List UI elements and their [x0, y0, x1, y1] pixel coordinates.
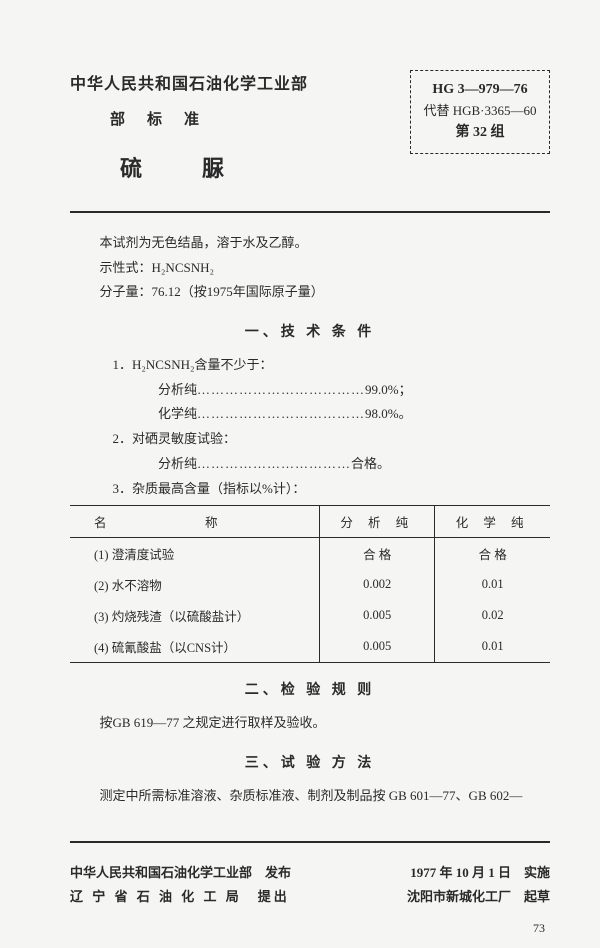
- footer-l1: 中华人民共和国石油化学工业部 发布: [70, 861, 291, 884]
- cell-b: 0.02: [435, 600, 550, 631]
- dots: ……………………………: [197, 456, 351, 471]
- standard-code-box: HG 3—979—76 代替 HGB·3365—60 第 32 组: [410, 70, 550, 154]
- dots: ………………………………: [197, 382, 365, 397]
- footer-row1: 中华人民共和国石油化学工业部 发布 1977 年 10 月 1 日 实施: [70, 861, 550, 884]
- spec-item1a: 分析纯………………………………99.0%；: [158, 378, 550, 403]
- table-body: (1) 澄清度试验 合 格 合 格 (2) 水不溶物 0.002 0.01 (3…: [70, 538, 550, 663]
- formula: H₂NCSNH₂: [152, 260, 215, 275]
- group-number: 第 32 组: [421, 122, 539, 144]
- section1-title: 一、技 术 条 件: [70, 321, 550, 341]
- value: 99.0%；: [365, 382, 412, 397]
- dots: ………………………………: [197, 406, 365, 421]
- spec-item3: 3．杂质最高含量（指标以%计）：: [113, 477, 551, 502]
- spec-item2a: 分析纯……………………………合格。: [158, 452, 550, 477]
- header: 中华人民共和国石油化学工业部 部标准 硫脲 HG 3—979—76 代替 HGB…: [70, 70, 550, 193]
- section2-title: 二、检 验 规 则: [70, 679, 550, 699]
- col-analytical: 分 析 纯: [320, 506, 435, 538]
- col-chemical: 化 学 纯: [435, 506, 550, 538]
- replace-code: 代替 HGB·3365—60: [421, 101, 539, 122]
- cell-b: 0.01: [435, 631, 550, 663]
- footer-r1: 1977 年 10 月 1 日 实施: [410, 861, 550, 884]
- spec-item2: 2．对硒灵敏度试验：: [113, 427, 551, 452]
- spec-item1: 1．H₂NCSNH₂含量不少于：: [113, 353, 551, 378]
- intro-line1: 本试剂为无色结晶，溶于水及乙醇。: [80, 231, 550, 256]
- intro-line3: 分子量：76.12（按1975年国际原子量）: [80, 280, 550, 305]
- page-number: 73: [533, 921, 545, 936]
- divider: [70, 211, 550, 213]
- label: 分析纯: [158, 382, 197, 397]
- section3-title: 三、试 验 方 法: [70, 752, 550, 772]
- col-name: 名 称: [70, 506, 320, 538]
- cell-a: 0.002: [320, 569, 435, 600]
- label: 化学纯: [158, 406, 197, 421]
- ministry-name: 中华人民共和国石油化学工业部: [70, 70, 410, 94]
- table-row: (4) 硫氰酸盐（以CNS计） 0.005 0.01: [70, 631, 550, 663]
- impurity-table: 名 称 分 析 纯 化 学 纯 (1) 澄清度试验 合 格 合 格 (2) 水不…: [70, 505, 550, 663]
- cell-a: 0.005: [320, 600, 435, 631]
- cell-b: 0.01: [435, 569, 550, 600]
- footer: 中华人民共和国石油化学工业部 发布 1977 年 10 月 1 日 实施 辽 宁…: [70, 823, 550, 908]
- cell-a: 0.005: [320, 631, 435, 663]
- spec-item1b: 化学纯………………………………98.0%。: [158, 402, 550, 427]
- intro-line2-prefix: 示性式：: [100, 260, 152, 275]
- cell-b: 合 格: [435, 538, 550, 570]
- table-row: (1) 澄清度试验 合 格 合 格: [70, 538, 550, 570]
- intro-block: 本试剂为无色结晶，溶于水及乙醇。 示性式：H₂NCSNH₂ 分子量：76.12（…: [80, 231, 550, 305]
- standard-code: HG 3—979—76: [421, 79, 539, 101]
- table-row: (3) 灼烧残渣（以硫酸盐计） 0.005 0.02: [70, 600, 550, 631]
- section2-body: 按GB 619—77 之规定进行取样及验收。: [80, 711, 550, 736]
- cell-name: (3) 灼烧残渣（以硫酸盐计）: [70, 600, 320, 631]
- label: 分析纯: [158, 456, 197, 471]
- section3-text: 测定中所需标准溶液、杂质标准液、制剂及制品按 GB 601—77、GB 602—: [80, 784, 550, 809]
- header-left: 中华人民共和国石油化学工业部 部标准 硫脲: [70, 70, 410, 193]
- cell-name: (1) 澄清度试验: [70, 538, 320, 570]
- section2-text: 按GB 619—77 之规定进行取样及验收。: [80, 711, 550, 736]
- sub-title: 部标准: [110, 108, 410, 129]
- cell-name: (4) 硫氰酸盐（以CNS计）: [70, 631, 320, 663]
- footer-divider: [70, 841, 550, 843]
- main-title: 硫脲: [120, 151, 410, 183]
- section1-body: 1．H₂NCSNH₂含量不少于： 分析纯………………………………99.0%； 化…: [80, 353, 550, 501]
- value: 98.0%。: [365, 406, 412, 421]
- table-row: (2) 水不溶物 0.002 0.01: [70, 569, 550, 600]
- cell-a: 合 格: [320, 538, 435, 570]
- cell-name: (2) 水不溶物: [70, 569, 320, 600]
- intro-line2: 示性式：H₂NCSNH₂: [80, 256, 550, 281]
- footer-r2: 沈阳市新城化工厂 起草: [407, 885, 550, 908]
- section3-body: 测定中所需标准溶液、杂质标准液、制剂及制品按 GB 601—77、GB 602—: [80, 784, 550, 809]
- footer-row2: 辽 宁 省 石 油 化 工 局 提出 沈阳市新城化工厂 起草: [70, 885, 550, 908]
- value: 合格。: [351, 456, 390, 471]
- footer-l2: 辽 宁 省 石 油 化 工 局 提出: [70, 885, 290, 908]
